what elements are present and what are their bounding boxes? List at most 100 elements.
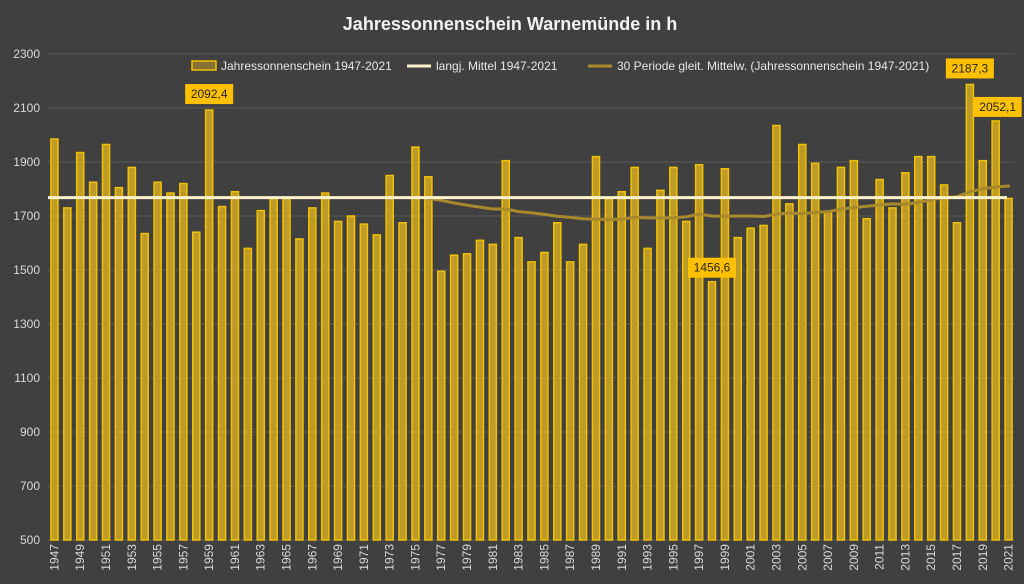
- bar: [88, 181, 98, 541]
- x-tick-label: 1975: [408, 544, 422, 571]
- moving-average-line: [426, 184, 1011, 222]
- x-tick-label: 1965: [280, 544, 294, 571]
- bar: [153, 181, 162, 541]
- bar: [759, 224, 768, 541]
- bar: [424, 176, 433, 541]
- bar: [114, 186, 124, 541]
- x-tick-label: 1995: [666, 544, 680, 571]
- bar: [552, 222, 562, 541]
- x-tick-label: 1987: [563, 544, 577, 571]
- y-tick-label: 1100: [14, 371, 40, 385]
- x-tick-label: 1989: [589, 544, 603, 571]
- bar: [540, 251, 549, 541]
- bar: [681, 220, 691, 541]
- x-tick-label: 1951: [99, 544, 113, 571]
- y-tick-label: 2300: [13, 47, 40, 61]
- bar: [127, 166, 137, 541]
- bar: [230, 190, 240, 541]
- bar: [217, 205, 227, 541]
- bar: [694, 163, 704, 541]
- bar: [501, 159, 511, 541]
- x-tick-label: 1961: [228, 544, 242, 571]
- bar: [295, 238, 304, 541]
- data-label-box: [185, 84, 234, 105]
- x-tick-label: 1983: [512, 544, 526, 571]
- bar: [862, 217, 872, 541]
- legend-swatch-bars: [191, 60, 217, 71]
- bar: [965, 83, 975, 541]
- x-tick-label: 1971: [357, 544, 371, 571]
- x-tick-label: 2017: [950, 544, 964, 571]
- bar: [914, 155, 923, 541]
- bar: [488, 243, 498, 541]
- data-label-box: [688, 257, 737, 278]
- x-tick-label: 2003: [769, 544, 783, 571]
- x-tick-label: 1967: [305, 544, 319, 571]
- x-tick-label: 1997: [692, 544, 706, 571]
- bar: [191, 231, 201, 541]
- bar: [269, 197, 278, 541]
- legend: Jahressonnenschein 1947-2021 langj. Mitte…: [191, 59, 929, 73]
- data-label: 2187,3: [952, 61, 989, 75]
- bar: [204, 109, 214, 541]
- x-tick-label: 1947: [47, 544, 61, 571]
- x-tick-label: 1985: [537, 544, 551, 571]
- axis-layer: 500 700 900 1100 1300 1500 1700 1900 2100 2300 194…: [13, 47, 1015, 571]
- bar: [398, 222, 407, 541]
- x-tick-label: 1991: [615, 544, 629, 571]
- bar: [75, 151, 85, 541]
- bar: [875, 178, 884, 541]
- bar: [991, 120, 1000, 541]
- bar: [436, 270, 446, 541]
- bar: [823, 211, 833, 541]
- bar: [656, 189, 665, 541]
- x-tick-label: 2005: [795, 544, 809, 571]
- legend-label-moving-average: 30 Periode gleit. Mittelw. (Jahressonnen…: [617, 59, 929, 73]
- legend-label-bars: Jahressonnenschein 1947-2021: [221, 59, 392, 73]
- bar: [308, 207, 317, 541]
- bar: [926, 155, 936, 541]
- bar: [591, 155, 601, 541]
- bar: [282, 197, 291, 541]
- bar: [901, 172, 910, 541]
- bars-layer: [50, 83, 1013, 541]
- bar: [707, 280, 717, 541]
- x-tick-label: 1977: [434, 544, 448, 571]
- bar: [565, 261, 575, 541]
- x-tick-label: 1957: [176, 544, 190, 571]
- y-tick-label: 500: [20, 533, 40, 547]
- x-tick-label: 1993: [641, 544, 655, 571]
- bar: [746, 227, 755, 541]
- y-tick-label: 700: [20, 479, 40, 493]
- x-tick-label: 1973: [383, 544, 397, 571]
- bar: [1004, 197, 1013, 541]
- x-tick-label: 2015: [924, 544, 938, 571]
- x-tick-label: 2009: [847, 544, 861, 571]
- x-tick-label: 1969: [331, 544, 345, 571]
- bar: [797, 143, 807, 541]
- bar: [179, 182, 188, 541]
- bar: [772, 124, 781, 541]
- bar: [385, 174, 394, 541]
- bar: [63, 207, 72, 541]
- bar: [320, 192, 330, 541]
- x-tick-label: 1999: [718, 544, 732, 571]
- bar: [604, 197, 614, 541]
- x-tick-label: 2011: [873, 544, 887, 570]
- bar: [243, 247, 253, 541]
- bar: [939, 184, 949, 541]
- x-tick-label: 1955: [151, 544, 165, 571]
- bar: [527, 261, 536, 541]
- x-tick-label: 1981: [486, 544, 500, 571]
- bar: [669, 166, 678, 541]
- bar: [449, 254, 459, 541]
- x-tick-label: 2021: [1002, 544, 1016, 571]
- bar: [140, 232, 149, 541]
- x-tick-label: 2013: [898, 544, 912, 571]
- bar: [888, 207, 897, 541]
- bar: [849, 159, 859, 541]
- bar: [50, 138, 59, 541]
- bar: [101, 143, 111, 541]
- bar: [462, 253, 472, 541]
- data-label-box: [945, 58, 994, 79]
